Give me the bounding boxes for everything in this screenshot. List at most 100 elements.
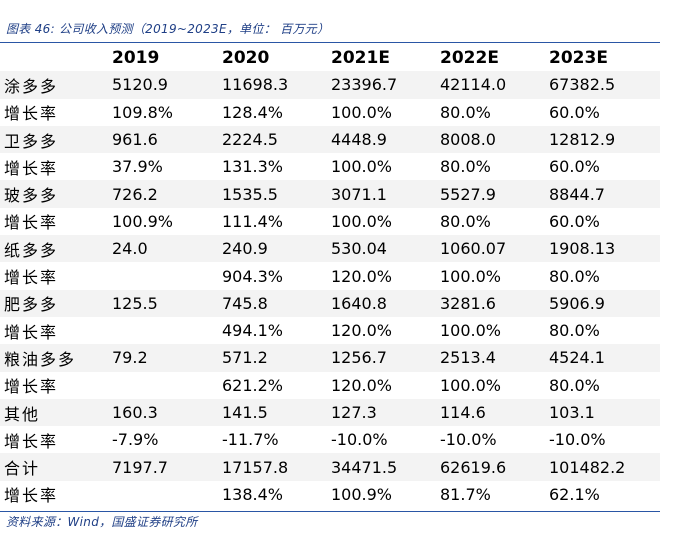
row-label: 合计 xyxy=(0,453,108,481)
value-cell: -11.7% xyxy=(222,430,279,450)
value-cell: 23396.7 xyxy=(327,71,436,99)
value-cell: -10.0% xyxy=(440,430,497,450)
value-cell: 1640.8 xyxy=(327,289,436,317)
value-cell: 7197.7 xyxy=(108,453,218,481)
row-label: 玻多多 xyxy=(0,180,108,208)
value-cell: 80.0% xyxy=(440,102,491,122)
value-cell: 100.9% xyxy=(331,484,393,504)
value-cell: 34471.5 xyxy=(327,453,436,481)
value-cell: 5120.9 xyxy=(108,71,218,99)
value-cell: 60.0% xyxy=(549,157,600,177)
table-row: 增长率 621.2% 120.0% 100.0% 80.0% xyxy=(0,372,660,399)
table-row: 肥多多 125.5 745.8 1640.8 3281.6 5906.9 xyxy=(0,289,660,317)
table-row: 涂多多 5120.9 11698.3 23396.7 42114.0 67382.5 xyxy=(0,71,660,99)
value-cell: 101482.2 xyxy=(545,453,660,481)
value-cell: 726.2 xyxy=(108,180,218,208)
value-cell: 138.4% xyxy=(222,484,284,504)
table-row: 增长率 904.3% 120.0% 100.0% 80.0% xyxy=(0,262,660,289)
value-cell: 62.1% xyxy=(549,484,600,504)
value-cell: 42114.0 xyxy=(436,71,545,99)
value-cell xyxy=(108,317,218,344)
value-cell: 120.0% xyxy=(331,321,393,341)
table-row: 其他 160.3 141.5 127.3 114.6 103.1 xyxy=(0,398,660,427)
row-label: 增长率 xyxy=(4,377,59,397)
value-cell: -10.0% xyxy=(331,430,388,450)
value-cell: 120.0% xyxy=(331,266,393,286)
table-row: 增长率 100.9% 111.4% 100.0% 80.0% 60.0% xyxy=(0,208,660,235)
value-cell xyxy=(108,481,218,508)
row-label: 肥多多 xyxy=(0,289,108,317)
table-body: 涂多多 5120.9 11698.3 23396.7 42114.0 67382.5 增长率… xyxy=(0,71,660,508)
value-cell: 494.1% xyxy=(222,321,284,341)
value-cell: 961.6 xyxy=(108,125,218,154)
header-cell-blank xyxy=(0,44,108,71)
value-cell: 114.6 xyxy=(436,398,545,427)
value-cell: 530.04 xyxy=(327,235,436,263)
value-cell: 100.0% xyxy=(440,375,502,395)
value-cell: 8008.0 xyxy=(436,125,545,154)
row-label: 增长率 xyxy=(4,431,59,451)
table-header: 2019 2020 2021E 2022E 2023E xyxy=(0,44,660,71)
value-cell: 60.0% xyxy=(549,102,600,122)
table-row: 增长率 37.9% 131.3% 100.0% 80.0% 60.0% xyxy=(0,153,660,180)
figure-caption: 图表 46: 公司收入预测（2019~2023E，单位： 百万元） xyxy=(6,22,330,36)
row-label: 增长率 xyxy=(4,322,59,342)
value-cell: 80.0% xyxy=(549,321,600,341)
row-label: 涂多多 xyxy=(0,71,108,99)
header-cell-year: 2021E xyxy=(331,47,390,68)
row-label: 增长率 xyxy=(4,158,59,178)
header-cell-year: 2020 xyxy=(222,47,270,68)
table-row: 合计 7197.7 17157.8 34471.5 62619.6 101482.2 xyxy=(0,453,660,481)
value-cell: 131.3% xyxy=(222,157,284,177)
row-label: 增长率 xyxy=(4,104,59,124)
value-cell: 100.0% xyxy=(440,321,502,341)
value-cell: 3071.1 xyxy=(327,180,436,208)
value-cell: 8844.7 xyxy=(545,180,660,208)
table-row: 玻多多 726.2 1535.5 3071.1 5527.9 8844.7 xyxy=(0,180,660,208)
value-cell: 3281.6 xyxy=(436,289,545,317)
value-cell: 571.2 xyxy=(218,344,327,372)
value-cell: 5906.9 xyxy=(545,289,660,317)
bottom-rule xyxy=(0,511,660,512)
value-cell: 17157.8 xyxy=(218,453,327,481)
value-cell: 100.0% xyxy=(331,211,393,231)
value-cell: -7.9% xyxy=(112,430,159,450)
row-label: 增长率 xyxy=(4,213,59,233)
value-cell: 81.7% xyxy=(440,484,491,504)
value-cell: 1535.5 xyxy=(218,180,327,208)
value-cell: 67382.5 xyxy=(545,71,660,99)
value-cell: 80.0% xyxy=(549,375,600,395)
table-row: 卫多多 961.6 2224.5 4448.9 8008.0 12812.9 xyxy=(0,125,660,154)
value-cell: 2224.5 xyxy=(218,125,327,154)
source-note: 资料来源：Wind，国盛证券研究所 xyxy=(6,515,198,529)
value-cell: 109.8% xyxy=(112,102,174,122)
value-cell: 904.3% xyxy=(222,266,284,286)
top-rule xyxy=(0,42,660,43)
value-cell: 80.0% xyxy=(440,157,491,177)
value-cell: 24.0 xyxy=(108,235,218,263)
row-label: 其他 xyxy=(0,398,108,427)
value-cell: 125.5 xyxy=(108,289,218,317)
table-row: 增长率 138.4% 100.9% 81.7% 62.1% xyxy=(0,481,660,508)
value-cell: 62619.6 xyxy=(436,453,545,481)
table-row: 粮油多多 79.2 571.2 1256.7 2513.4 4524.1 xyxy=(0,344,660,372)
value-cell: 141.5 xyxy=(218,398,327,427)
value-cell: 103.1 xyxy=(545,398,660,427)
table-row: 增长率 109.8% 128.4% 100.0% 80.0% 60.0% xyxy=(0,99,660,126)
value-cell: 100.0% xyxy=(331,157,393,177)
value-cell: 4524.1 xyxy=(545,344,660,372)
revenue-forecast-table: 2019 2020 2021E 2022E 2023E 涂多多 5120.9 116… xyxy=(0,44,660,508)
table-row: 增长率 -7.9% -11.7% -10.0% -10.0% -10.0% xyxy=(0,426,660,453)
value-cell: 127.3 xyxy=(327,398,436,427)
value-cell: 11698.3 xyxy=(218,71,327,99)
value-cell: 128.4% xyxy=(222,102,284,122)
value-cell: 60.0% xyxy=(549,211,600,231)
value-cell: 4448.9 xyxy=(327,125,436,154)
value-cell xyxy=(108,262,218,289)
row-label: 卫多多 xyxy=(0,125,108,154)
value-cell: 160.3 xyxy=(108,398,218,427)
row-label: 纸多多 xyxy=(0,235,108,263)
value-cell: -10.0% xyxy=(549,430,606,450)
value-cell: 120.0% xyxy=(331,375,393,395)
header-cell-year: 2022E xyxy=(440,47,499,68)
